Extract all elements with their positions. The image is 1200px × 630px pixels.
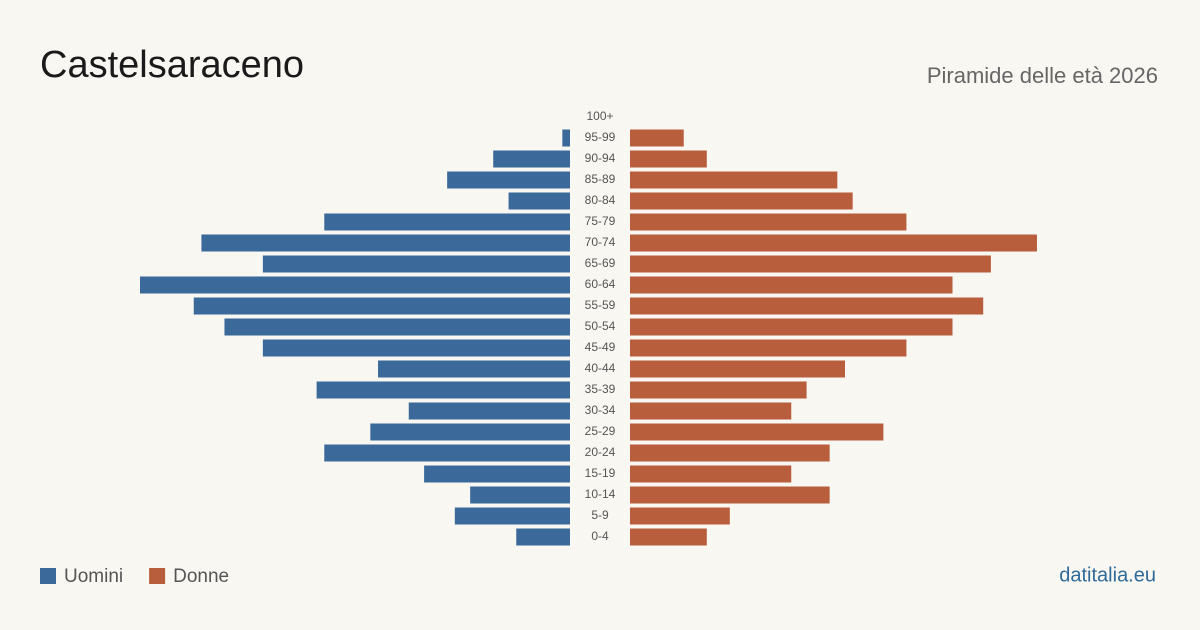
bar	[201, 234, 570, 252]
age-label: 60-64	[585, 277, 616, 291]
bar	[630, 192, 853, 210]
bar	[630, 213, 907, 231]
bar	[630, 318, 953, 336]
bar	[447, 171, 570, 189]
bar	[316, 381, 570, 399]
bar	[378, 360, 570, 378]
bar	[630, 129, 684, 147]
age-label: 20-24	[585, 445, 616, 459]
bar	[470, 486, 570, 504]
bar	[630, 297, 984, 315]
bar	[630, 528, 707, 546]
age-label: 50-54	[585, 319, 616, 333]
age-label: 30-34	[585, 403, 616, 417]
bar	[630, 360, 845, 378]
bar	[454, 507, 570, 525]
bar	[140, 276, 570, 294]
bar	[630, 234, 1037, 252]
bar	[630, 381, 807, 399]
bar	[630, 444, 830, 462]
bar	[193, 297, 570, 315]
bar	[324, 444, 570, 462]
chart-subtitle: Piramide delle età 2026	[927, 63, 1158, 88]
bar	[324, 213, 570, 231]
bar	[516, 528, 570, 546]
bar	[630, 402, 792, 420]
age-label: 10-14	[585, 487, 616, 501]
bar	[630, 486, 830, 504]
bar	[508, 192, 570, 210]
legend-label: Uomini	[64, 566, 123, 587]
bar	[630, 507, 730, 525]
bar	[562, 129, 570, 147]
legend-swatch	[149, 568, 166, 584]
bar	[424, 465, 570, 483]
age-label: 25-29	[585, 424, 616, 438]
age-label: 0-4	[591, 529, 609, 543]
legend-label: Donne	[173, 566, 229, 587]
age-label: 75-79	[585, 214, 616, 228]
bar	[493, 150, 570, 168]
bar	[630, 339, 907, 357]
bar	[630, 150, 707, 168]
age-label: 55-59	[585, 298, 616, 312]
bar	[262, 255, 570, 273]
age-label: 70-74	[585, 235, 616, 249]
bar	[224, 318, 570, 336]
age-label: 40-44	[585, 361, 616, 375]
bar	[630, 255, 991, 273]
age-label: 90-94	[585, 151, 616, 165]
bar	[408, 402, 570, 420]
bar	[630, 423, 884, 441]
age-label: 95-99	[585, 130, 616, 144]
age-label: 35-39	[585, 382, 616, 396]
bar	[630, 171, 838, 189]
age-label: 80-84	[585, 193, 616, 207]
age-label: 100+	[586, 109, 613, 123]
bar	[630, 276, 953, 294]
age-label: 5-9	[591, 508, 609, 522]
bar	[370, 423, 570, 441]
bar	[630, 465, 792, 483]
age-label: 65-69	[585, 256, 616, 270]
legend-swatch	[40, 568, 56, 584]
chart-title: Castelsaraceno	[40, 44, 304, 86]
age-label: 85-89	[585, 172, 616, 186]
source: datitalia.eu	[1059, 564, 1156, 586]
age-label: 45-49	[585, 340, 616, 354]
bar	[262, 339, 570, 357]
age-label: 15-19	[585, 466, 616, 480]
